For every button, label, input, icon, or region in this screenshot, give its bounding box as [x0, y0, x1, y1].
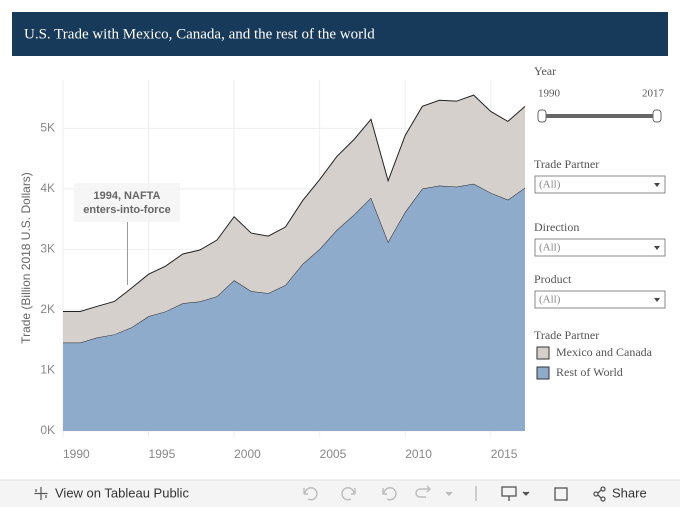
dropdown-arrow [654, 183, 660, 187]
filter-label: Year [534, 64, 556, 78]
area-outline [63, 94, 526, 312]
x-tick-label: 2005 [320, 447, 347, 461]
slider-handle[interactable] [537, 109, 547, 123]
filter-label: Trade Partner [534, 157, 599, 171]
slider-handle[interactable] [652, 109, 662, 123]
legend-label: Mexico and Canada [556, 345, 653, 359]
dropdown[interactable] [534, 290, 666, 309]
view-button[interactable]: View on Tableau Public [34, 485, 190, 500]
area [63, 183, 525, 431]
filter-label: Direction [534, 220, 579, 234]
x-tick-label: 2000 [234, 447, 261, 461]
legend-title: Trade Partner [534, 328, 599, 342]
legend-label: Rest of World [556, 365, 623, 379]
x-tick-label: 2015 [491, 447, 518, 461]
dropdown-arrow [654, 246, 660, 250]
y-tick-label: 3K [40, 242, 55, 256]
tool-icons [501, 486, 606, 502]
chart-title: U.S. Trade with Mexico, Canada, and the … [24, 26, 375, 42]
y-tick-label: 4K [40, 181, 55, 195]
share-button[interactable]: Share [612, 485, 647, 500]
area [63, 95, 525, 343]
dropdown[interactable] [534, 175, 666, 194]
slider-end: 2017 [642, 88, 665, 100]
undo-redo-icons [303, 485, 477, 501]
annotation-box [74, 183, 180, 222]
annotation-text: 1994, NAFTA [93, 190, 160, 202]
y-axis-label: Trade (Billion 2018 U.S. Dollars) [19, 172, 33, 344]
y-tick-label: 1K [40, 363, 55, 377]
header-bar [12, 12, 668, 56]
legend-swatch [536, 366, 550, 380]
tableau-icon [34, 487, 48, 500]
plot: 0K 1K 2K 3K 4K 5K 1990 1995 2000 2005 2010 2015 1994… [40, 80, 526, 461]
x-tick-label: 1995 [149, 447, 176, 461]
dropdown[interactable] [534, 238, 666, 257]
x-tick-label: 2010 [405, 447, 432, 461]
slider-start: 1990 [538, 88, 561, 100]
filter-label: Product [534, 272, 572, 286]
y-tick-label: 0K [40, 423, 55, 437]
dropdown-arrow [654, 298, 660, 302]
y-tick-label: 2K [40, 302, 55, 316]
dropdown-value: (All) [539, 294, 561, 306]
annotation-text: enters-into-force [83, 204, 170, 216]
dropdown-value: (All) [539, 242, 561, 254]
filter-panel: Year 1990 2017 Trade Partner (All) Direction (… [534, 64, 666, 380]
legend-swatch [536, 346, 550, 360]
y-tick-label: 5K [40, 121, 55, 135]
view-link[interactable]: View on Tableau Public [55, 485, 189, 500]
dropdown-value: (All) [539, 179, 561, 191]
x-tick-label: 1990 [63, 447, 90, 461]
